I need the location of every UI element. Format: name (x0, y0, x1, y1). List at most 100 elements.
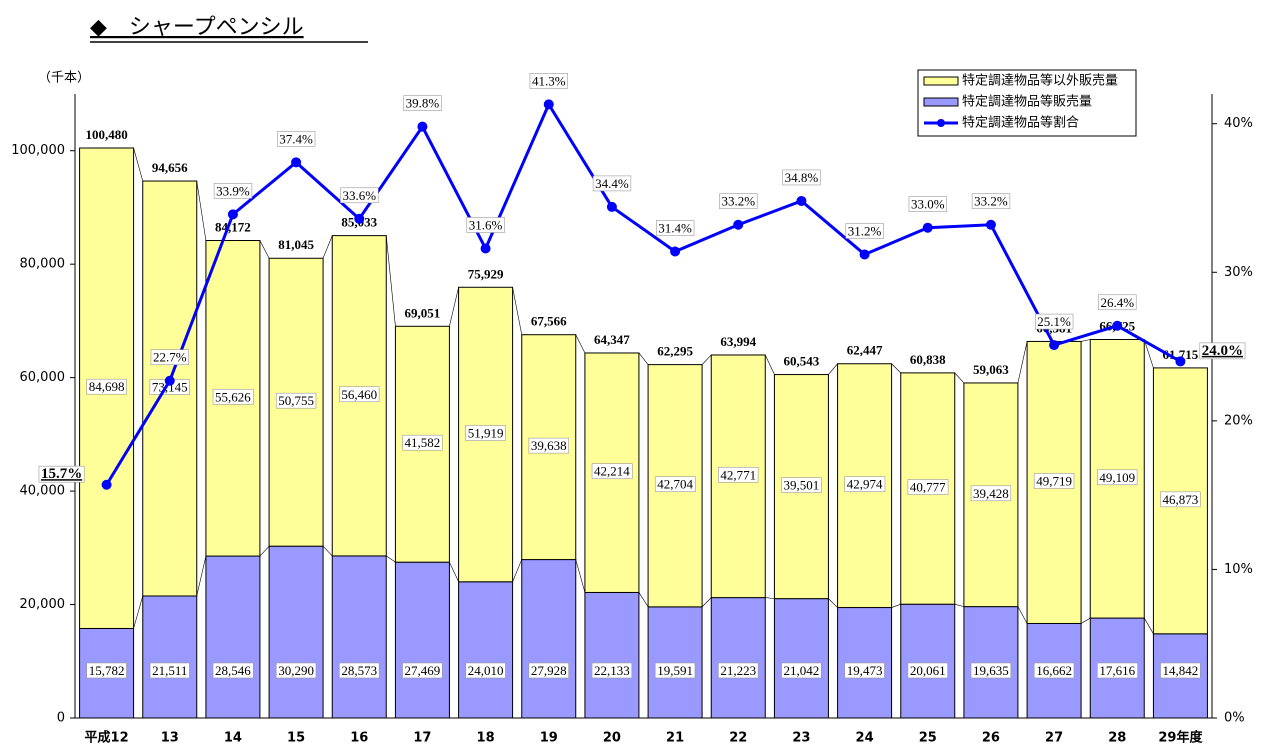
line-label: 31.2% (848, 223, 882, 238)
x-tick-label: 17 (413, 731, 431, 746)
x-tick-label: 24 (856, 731, 874, 746)
line-label-box (38, 465, 85, 483)
y-tick-label: 20,000 (20, 597, 66, 612)
line-label: 33.0% (911, 197, 945, 212)
series-line (1143, 617, 1154, 634)
value-label-box (86, 378, 127, 395)
value-label-box (970, 662, 1012, 679)
y-tick-label: 100,000 (11, 143, 65, 158)
bar-segment (142, 595, 198, 719)
total-label: 62,295 (657, 344, 693, 359)
series-line (512, 287, 523, 335)
x-tick-label: 20 (603, 731, 621, 746)
value-label: 39,428 (973, 486, 1009, 501)
value-label: 21,223 (720, 663, 756, 678)
line-marker (922, 222, 933, 233)
line-label-box (1199, 342, 1246, 360)
value-label-box (212, 662, 254, 679)
total-label: 84,172 (215, 219, 251, 234)
value-label: 19,591 (657, 663, 693, 678)
series-line (385, 235, 396, 327)
series-line (322, 545, 333, 557)
line-marker (101, 479, 112, 490)
value-label-box (402, 662, 443, 679)
y-tick-label: 0 (57, 711, 65, 726)
line-label: 31.6% (469, 217, 503, 232)
value-label: 19,635 (973, 663, 1009, 678)
series-line (1080, 617, 1091, 624)
value-label-box (1160, 662, 1201, 679)
value-label: 19,473 (847, 663, 883, 678)
line (105, 101, 1182, 486)
line-marker (227, 209, 238, 220)
value-label-box (781, 662, 822, 679)
series-line (133, 147, 144, 182)
line-label-box (719, 193, 758, 210)
value-label: 50,755 (278, 393, 314, 408)
bar-segment (710, 597, 766, 719)
value-label-box (1097, 469, 1138, 486)
value-label: 21,511 (152, 663, 187, 678)
line-label-box (403, 95, 442, 111)
legend-swatch (937, 119, 945, 127)
series-line (1017, 341, 1028, 384)
series-line (449, 287, 459, 327)
total-label: 67,566 (531, 314, 567, 329)
y2-tick-label: 0% (1224, 711, 1245, 726)
series-line (954, 603, 964, 607)
series-line (575, 559, 586, 593)
series-line (196, 555, 207, 597)
line-label: 34.8% (785, 170, 819, 185)
total-label: 81,045 (278, 237, 314, 252)
series-line (765, 597, 775, 599)
value-label: 42,704 (657, 477, 693, 492)
x-tick-label: 27 (1045, 731, 1063, 746)
value-label: 42,771 (720, 467, 756, 482)
value-label: 39,638 (531, 438, 567, 453)
chart-title: ◆ シャープペンシル (90, 15, 304, 40)
series-line (449, 562, 459, 582)
series-line (764, 354, 775, 375)
bar-segment (584, 591, 640, 719)
line-marker (480, 243, 491, 254)
legend-swatch (923, 97, 959, 107)
value-label: 14,842 (1163, 663, 1199, 678)
series-line (386, 555, 396, 563)
line-label-box (150, 349, 190, 366)
value-label: 46,873 (1163, 492, 1199, 507)
legend-label: 特定調達物品等販売量 (962, 94, 1092, 110)
series-line (828, 598, 838, 608)
value-label-box (212, 388, 254, 405)
value-label: 51,919 (468, 426, 504, 441)
value-label-box (339, 662, 380, 679)
x-tick-label: 19 (540, 731, 558, 746)
x-tick-label: 18 (477, 731, 495, 746)
line-label: 33.6% (342, 188, 376, 203)
value-label-box (465, 425, 506, 441)
value-label-box (1160, 491, 1201, 508)
bar-segment (268, 545, 324, 719)
line-label: 24.0% (1202, 343, 1243, 359)
y-tick-label: 80,000 (20, 257, 66, 272)
series-line (322, 235, 333, 259)
line-label: 34.4% (595, 176, 629, 191)
series-line (259, 545, 270, 557)
line-marker (1175, 356, 1186, 367)
line-label: 33.2% (974, 194, 1008, 209)
value-label-box (591, 463, 633, 479)
value-label-box (339, 386, 380, 403)
x-tick-label: 13 (161, 731, 179, 746)
y2-tick-label: 10% (1224, 562, 1253, 577)
bar-segment (331, 555, 387, 719)
y-tick-label: 60,000 (20, 370, 66, 385)
value-label-box (275, 392, 317, 409)
value-label-box (907, 479, 949, 495)
value-label-box (149, 662, 190, 679)
line-marker (985, 219, 996, 230)
x-tick-label: 14 (224, 731, 242, 746)
series-line (701, 354, 712, 365)
line-label-box (971, 193, 1011, 210)
value-label: 21,042 (784, 663, 820, 678)
value-label-box (718, 662, 759, 679)
series-line (512, 559, 523, 582)
